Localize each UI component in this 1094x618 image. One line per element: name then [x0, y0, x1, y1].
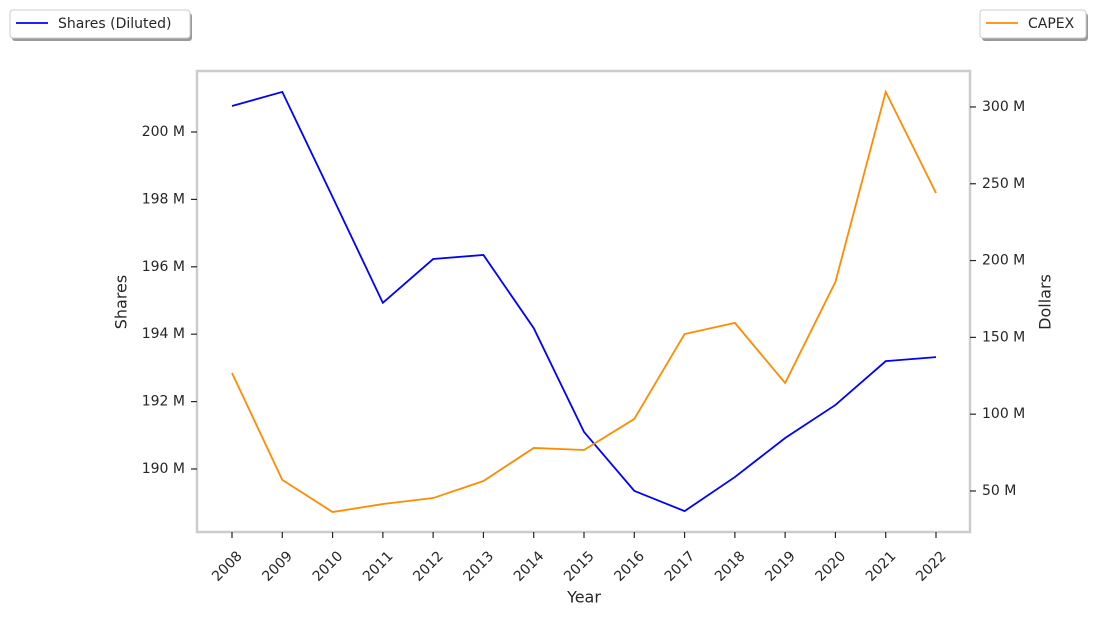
- y-tick-label: 196 M: [142, 259, 185, 275]
- y-tick-label: 194 M: [142, 326, 185, 342]
- x-tick-label: 2016: [611, 548, 648, 585]
- x-tick-label: 2019: [762, 548, 799, 585]
- y2-tick-label: 250 M: [982, 176, 1025, 192]
- y-tick-label: 198 M: [142, 191, 185, 207]
- x-tick-label: 2020: [813, 548, 850, 585]
- x-tick-label: 2008: [209, 548, 246, 585]
- plot-frame: [195, 69, 972, 534]
- y-axis-label: Shares: [112, 275, 131, 330]
- x-tick-label: 2022: [913, 548, 950, 585]
- legend-label: CAPEX: [1028, 16, 1075, 32]
- x-tick-label: 2012: [410, 548, 447, 585]
- x-tick-label: 2015: [561, 548, 598, 585]
- y2-tick-label: 50 M: [982, 483, 1016, 499]
- x-tick-label: 2010: [310, 548, 347, 585]
- y2-tick-label: 300 M: [982, 99, 1025, 115]
- y-tick-label: 200 M: [142, 124, 185, 140]
- legend-box: [9, 9, 191, 39]
- y-tick-label: 192 M: [142, 394, 185, 410]
- x-tick-label: 2009: [259, 548, 296, 585]
- y2-tick-label: 100 M: [982, 406, 1025, 422]
- legend-label: Shares (Diluted): [58, 16, 172, 32]
- x-tick-label: 2013: [461, 548, 498, 585]
- y2-tick-label: 150 M: [982, 329, 1025, 345]
- x-tick-label: 2011: [360, 548, 397, 585]
- x-tick-label: 2021: [863, 548, 900, 585]
- y2-tick-label: 200 M: [982, 253, 1025, 269]
- data-line: [231, 89, 937, 513]
- y2-axis-label: Dollars: [1036, 274, 1055, 330]
- y-tick-label: 190 M: [142, 461, 185, 477]
- x-tick-label: 2014: [511, 548, 548, 585]
- data-line: [231, 90, 937, 513]
- legend-box: [979, 9, 1087, 39]
- x-tick-label: 2018: [712, 548, 749, 585]
- x-axis-label: Year: [566, 588, 601, 607]
- x-tick-label: 2017: [662, 548, 699, 585]
